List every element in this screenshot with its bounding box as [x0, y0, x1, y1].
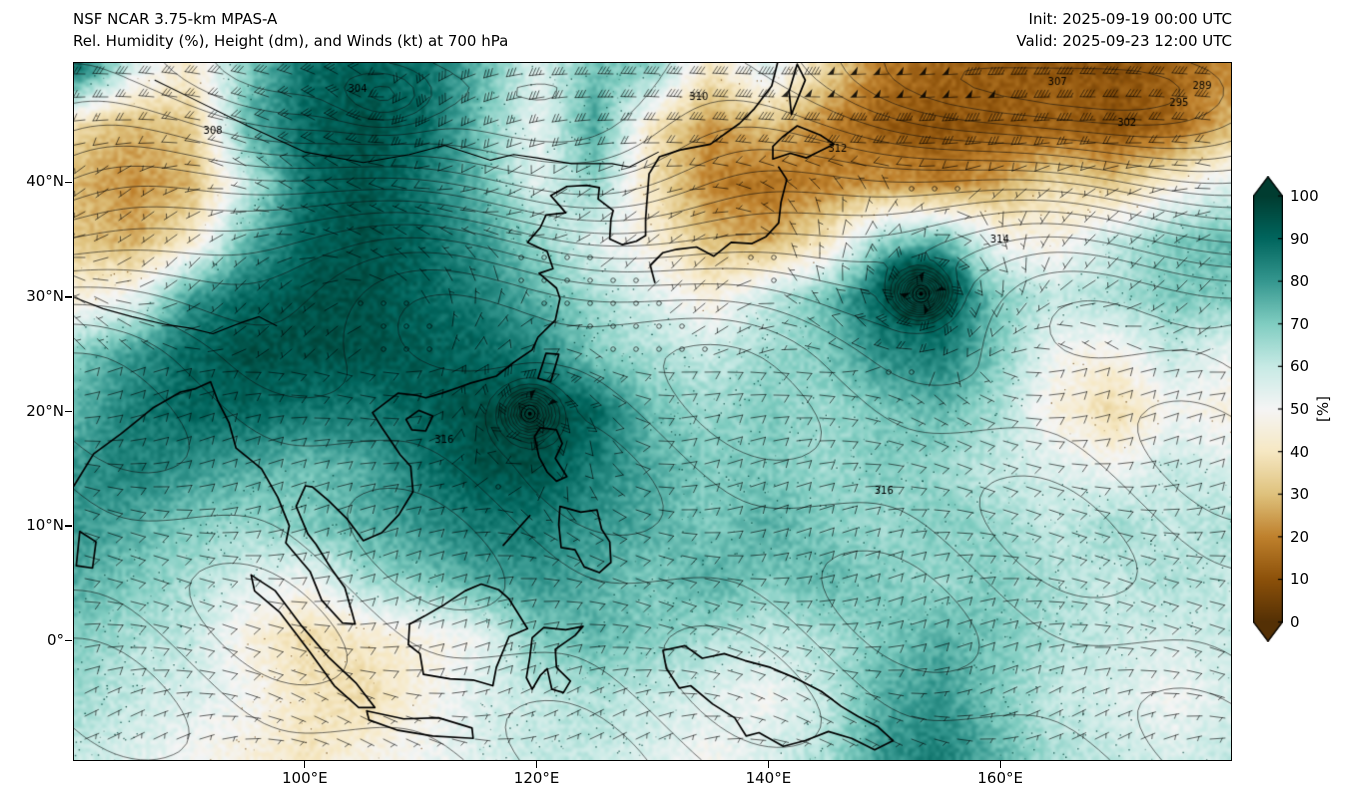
lon-tick-mark [999, 761, 1001, 768]
plot-subtitle: Rel. Humidity (%), Height (dm), and Wind… [73, 32, 509, 50]
lat-tick-label: 10°N [26, 516, 64, 535]
lat-tick-label: 0° [46, 630, 64, 649]
colorbar-tick-label: 80 [1290, 272, 1310, 291]
colorbar [1253, 176, 1283, 642]
colorbar-tick-label: 60 [1290, 357, 1310, 376]
model-title: NSF NCAR 3.75-km MPAS-A [73, 10, 278, 28]
colorbar-tick-label: 0 [1290, 613, 1300, 631]
lon-tick-mark [536, 761, 538, 768]
colorbar-tick-label: 40 [1290, 442, 1310, 461]
time-block: Init: 2025-09-19 00:00 UTC Valid: 2025-0… [1016, 8, 1232, 52]
map-panel [73, 62, 1232, 761]
lat-tick-label: 20°N [26, 401, 64, 420]
lon-tick-label: 100°E [281, 769, 328, 787]
colorbar-tick-label: 50 [1290, 400, 1310, 418]
colorbar-tick-label: 90 [1290, 229, 1310, 248]
lon-tick-label: 160°E [977, 769, 1023, 787]
lat-tick-mark [65, 296, 72, 298]
colorbar-tick-label: 30 [1290, 485, 1310, 504]
lon-tick-mark [304, 761, 306, 768]
colorbar-tick-label: 10 [1290, 570, 1310, 589]
lat-tick-mark [65, 640, 72, 642]
lat-tick-mark [65, 410, 72, 413]
init-time: Init: 2025-09-19 00:00 UTC [1028, 10, 1232, 28]
colorbar-tick-label: 20 [1290, 527, 1310, 546]
lat-tick-mark [65, 181, 72, 184]
map-canvas [74, 63, 1231, 760]
lon-tick-label: 120°E [513, 769, 560, 787]
lat-tick-label: 40°N [26, 172, 64, 191]
lat-tick-mark [65, 525, 72, 527]
colorbar-tick-label: 100 [1290, 187, 1319, 205]
colorbar-unit-label: [%] [1314, 396, 1332, 422]
valid-time: Valid: 2025-09-23 12:00 UTC [1016, 32, 1232, 50]
title-block: NSF NCAR 3.75-km MPAS-A Rel. Humidity (%… [73, 8, 508, 52]
lon-tick-label: 140°E [745, 769, 792, 787]
colorbar-tick-label: 70 [1290, 314, 1310, 333]
lat-tick-label: 30°N [26, 286, 64, 305]
lon-tick-mark [767, 761, 770, 768]
